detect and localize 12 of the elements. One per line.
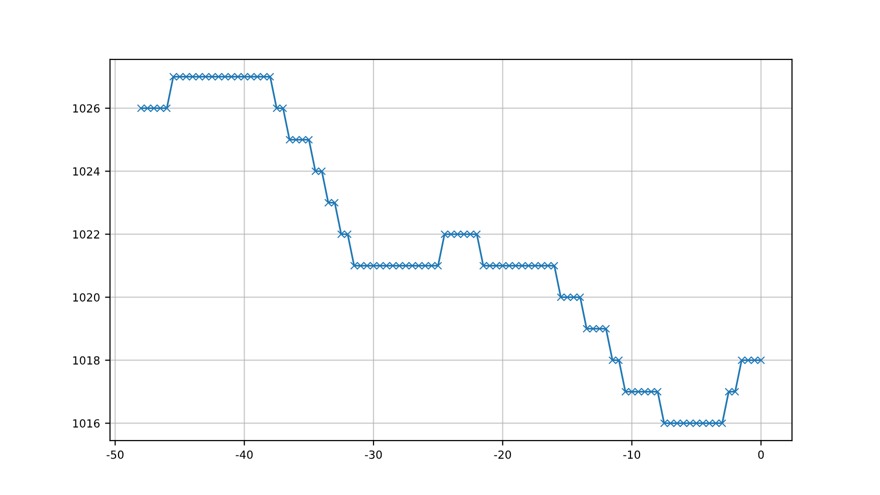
x-tick-label: -10: [623, 450, 640, 459]
x-tick-label: 0: [758, 450, 764, 459]
x-tick-label: -20: [494, 450, 512, 459]
y-tick-label: 1026: [73, 104, 100, 113]
y-tick-label: 1024: [73, 167, 100, 176]
y-tick-label: 1020: [73, 293, 100, 302]
y-tick-label: 1016: [73, 419, 100, 428]
y-tick-label: 1022: [73, 230, 100, 239]
x-tick-label: -50: [106, 450, 124, 459]
y-tick-label: 1018: [73, 356, 100, 365]
x-tick-label: -40: [236, 450, 253, 459]
x-tick-label: -30: [364, 450, 382, 459]
